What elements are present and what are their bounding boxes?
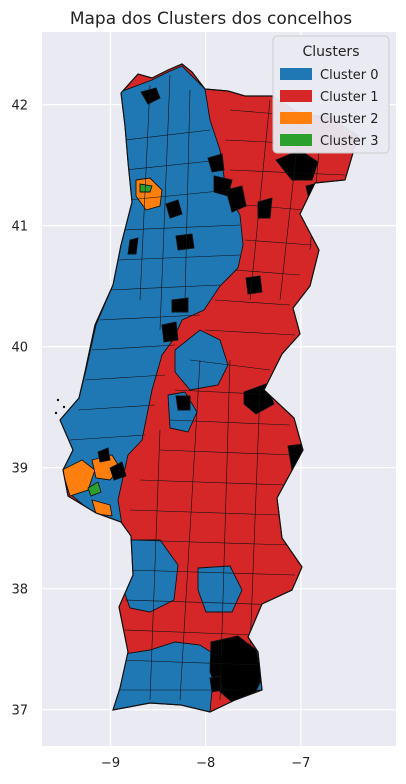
municipality-border <box>234 269 301 276</box>
municipality-border <box>129 539 291 546</box>
y-tick-label: 39 <box>11 462 28 477</box>
axis-ticks: −9 −8 −7 37 38 39 40 41 42 <box>11 99 310 771</box>
map-region-cluster-2 <box>61 459 96 497</box>
municipality-border <box>122 224 241 231</box>
map-region-no-data <box>245 275 263 295</box>
municipality-border <box>184 89 191 301</box>
municipality-border <box>169 419 291 426</box>
municipality-border <box>139 479 286 486</box>
map-region-cluster-3 <box>139 183 153 193</box>
map-region-cluster-2 <box>91 499 113 517</box>
municipality-border <box>124 599 286 606</box>
map-region-no-data <box>175 233 195 251</box>
municipality-border <box>229 169 346 176</box>
municipality-border <box>214 299 291 306</box>
x-tick-label: −9 <box>101 756 120 771</box>
y-tick-label: 40 <box>11 341 28 356</box>
municipality-border <box>109 284 221 291</box>
legend-label: Cluster 1 <box>320 90 379 105</box>
municipality-border <box>77 404 156 411</box>
map-region-cluster-0 <box>60 65 244 526</box>
legend-label: Cluster 3 <box>320 134 379 149</box>
municipality-border <box>91 344 176 351</box>
municipality-border <box>204 329 296 336</box>
municipality-border <box>69 434 146 441</box>
map-region-cluster-3 <box>87 481 102 497</box>
map-region-no-data <box>140 87 161 105</box>
legend-label: Cluster 0 <box>320 68 379 83</box>
municipality-border <box>249 389 261 651</box>
municipality-border <box>174 389 281 396</box>
municipality-border <box>99 314 201 321</box>
municipality-border <box>159 74 171 331</box>
municipality-border <box>149 429 161 701</box>
map-region-no-data <box>225 185 247 213</box>
legend: Clusters Cluster 0 Cluster 1 Cluster 2 Clus… <box>272 35 390 154</box>
municipality-border <box>219 359 231 701</box>
legend-swatch <box>280 90 312 102</box>
y-tick-label: 42 <box>11 99 28 114</box>
municipality-border <box>179 359 201 701</box>
island-marker <box>54 411 58 415</box>
x-tick-label: −7 <box>291 756 310 771</box>
x-tick-label: −8 <box>196 756 215 771</box>
legend-swatch <box>280 68 312 80</box>
chart-title: Mapa dos Clusters dos concelhos <box>70 9 352 29</box>
legend-swatch <box>280 112 312 124</box>
map-region-no-data <box>171 297 189 313</box>
municipality-border <box>249 99 271 301</box>
municipality-border <box>84 374 166 381</box>
island-marker <box>62 405 66 409</box>
municipality-border <box>244 204 306 211</box>
legend-swatch <box>280 134 312 146</box>
map-region-no-data <box>109 461 127 481</box>
municipality-border <box>127 569 296 576</box>
map-region-cluster-0 <box>174 329 229 391</box>
legend-label: Cluster 2 <box>320 112 379 127</box>
y-tick-label: 38 <box>11 583 28 598</box>
y-tick-label: 37 <box>11 704 28 719</box>
map-region-no-data <box>161 321 179 343</box>
municipality-border <box>139 84 151 301</box>
map-region-no-data <box>97 447 111 463</box>
municipality-border <box>119 659 261 666</box>
map-region-no-data <box>175 395 191 411</box>
map-region-no-data <box>165 199 183 219</box>
municipality-border <box>124 629 256 636</box>
map-region-no-data <box>207 153 225 173</box>
map-region-no-data <box>257 197 273 219</box>
legend-title: Clusters <box>303 44 360 60</box>
map-region-no-data <box>127 237 139 255</box>
y-tick-label: 41 <box>11 220 28 235</box>
municipality-border <box>124 159 221 171</box>
municipality-border <box>117 254 241 261</box>
island-marker <box>56 398 60 402</box>
map-region-cluster-0 <box>197 565 243 613</box>
